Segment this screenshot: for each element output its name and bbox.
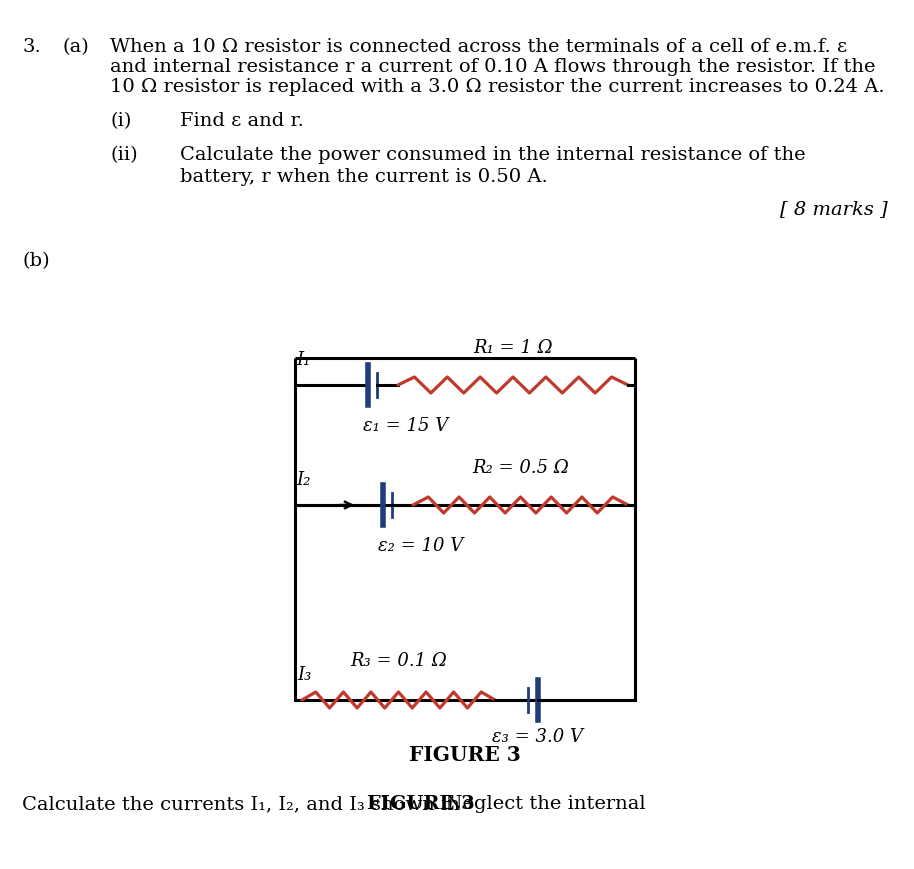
Text: I₁: I₁ <box>296 351 311 369</box>
Text: Calculate the power consumed in the internal resistance of the: Calculate the power consumed in the inte… <box>180 146 805 164</box>
Text: FIGURE 3: FIGURE 3 <box>409 745 521 765</box>
Text: FIGURE 3: FIGURE 3 <box>367 795 475 813</box>
Text: R₂ = 0.5 Ω: R₂ = 0.5 Ω <box>473 459 569 477</box>
Text: (a): (a) <box>62 38 89 56</box>
Text: [ 8 marks ]: [ 8 marks ] <box>781 200 888 218</box>
Text: 3.: 3. <box>22 38 41 56</box>
Text: R₁ = 1 Ω: R₁ = 1 Ω <box>473 339 553 357</box>
Text: I₂: I₂ <box>296 471 311 489</box>
Text: and internal resistance r a current of 0.10 A flows through the resistor. If the: and internal resistance r a current of 0… <box>110 58 876 76</box>
Text: ε₁ = 15 V: ε₁ = 15 V <box>363 417 448 435</box>
Text: R₃ = 0.1 Ω: R₃ = 0.1 Ω <box>350 652 447 670</box>
Text: Find ε and r.: Find ε and r. <box>180 112 303 130</box>
Text: When a 10 Ω resistor is connected across the terminals of a cell of e.m.f. ε: When a 10 Ω resistor is connected across… <box>110 38 847 56</box>
Text: . Neglect the internal: . Neglect the internal <box>433 795 645 813</box>
Text: 10 Ω resistor is replaced with a 3.0 Ω resistor the current increases to 0.24 A.: 10 Ω resistor is replaced with a 3.0 Ω r… <box>110 78 885 96</box>
Text: ε₃ = 3.0 V: ε₃ = 3.0 V <box>493 728 583 746</box>
Text: (i): (i) <box>110 112 132 130</box>
Text: Calculate the currents I₁, I₂, and I₃ shown in: Calculate the currents I₁, I₂, and I₃ sh… <box>22 795 466 813</box>
Text: ε₂ = 10 V: ε₂ = 10 V <box>378 537 463 555</box>
Text: I₃: I₃ <box>297 666 312 684</box>
Text: battery, r when the current is 0.50 A.: battery, r when the current is 0.50 A. <box>180 168 547 186</box>
Text: (ii): (ii) <box>110 146 138 164</box>
Text: (b): (b) <box>22 252 49 270</box>
